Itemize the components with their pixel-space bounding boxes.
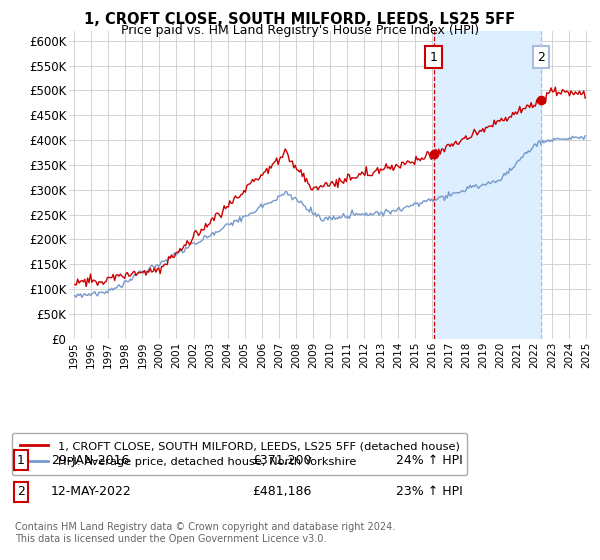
Text: £481,186: £481,186 — [252, 485, 311, 498]
Legend: 1, CROFT CLOSE, SOUTH MILFORD, LEEDS, LS25 5FF (detached house), HPI: Average pr: 1, CROFT CLOSE, SOUTH MILFORD, LEEDS, LS… — [12, 433, 467, 475]
Text: 24% ↑ HPI: 24% ↑ HPI — [396, 454, 463, 467]
Text: 12-MAY-2022: 12-MAY-2022 — [51, 485, 132, 498]
Text: 29-JAN-2016: 29-JAN-2016 — [51, 454, 130, 467]
Text: £371,200: £371,200 — [252, 454, 311, 467]
Text: 1: 1 — [430, 50, 437, 64]
Text: 1: 1 — [17, 454, 25, 467]
Text: Price paid vs. HM Land Registry's House Price Index (HPI): Price paid vs. HM Land Registry's House … — [121, 24, 479, 37]
Text: 2: 2 — [537, 50, 545, 64]
Text: 2: 2 — [17, 485, 25, 498]
Bar — [434, 31, 541, 339]
Text: 23% ↑ HPI: 23% ↑ HPI — [396, 485, 463, 498]
Text: Contains HM Land Registry data © Crown copyright and database right 2024.
This d: Contains HM Land Registry data © Crown c… — [15, 522, 395, 544]
Text: 1, CROFT CLOSE, SOUTH MILFORD, LEEDS, LS25 5FF: 1, CROFT CLOSE, SOUTH MILFORD, LEEDS, LS… — [85, 12, 515, 27]
